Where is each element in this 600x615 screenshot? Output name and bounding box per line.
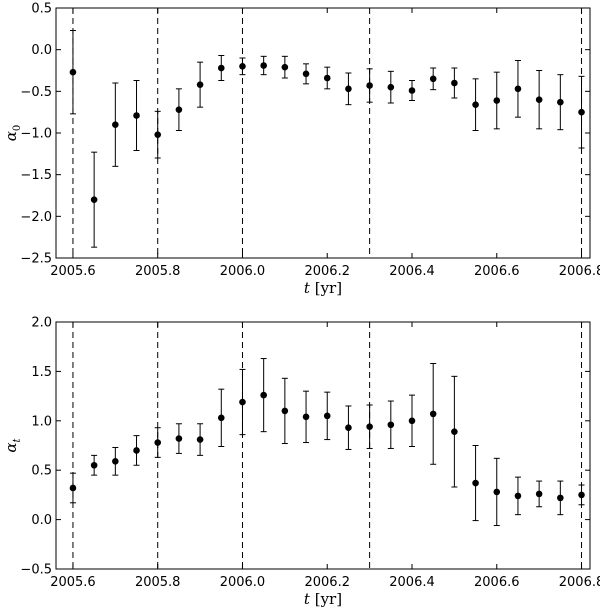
y-tick-label: −1.0 bbox=[20, 127, 52, 142]
data-point bbox=[387, 83, 395, 91]
data-point bbox=[175, 435, 183, 442]
data-point bbox=[217, 64, 225, 72]
y-axis-label: α0 bbox=[2, 125, 23, 142]
data-point bbox=[366, 82, 373, 89]
data-point bbox=[154, 439, 162, 446]
data-point bbox=[323, 74, 331, 82]
data-point bbox=[133, 112, 140, 119]
x-tick-label: 2005.6 bbox=[50, 264, 96, 279]
data-point bbox=[196, 81, 204, 88]
data-point bbox=[451, 428, 458, 435]
data-point bbox=[408, 87, 416, 94]
y-axis-symbol: α bbox=[2, 131, 20, 141]
data-point bbox=[387, 421, 395, 429]
y-tick-label: 1.5 bbox=[31, 365, 52, 380]
x-axis-label: t [yr] bbox=[304, 590, 342, 608]
data-point bbox=[239, 63, 246, 70]
data-point bbox=[578, 108, 585, 116]
data-point bbox=[535, 490, 543, 498]
x-tick-label: 2006.4 bbox=[389, 575, 435, 590]
y-axis-subscript: 0 bbox=[12, 125, 23, 131]
data-point bbox=[366, 423, 373, 431]
x-axis-symbol: t bbox=[304, 590, 311, 608]
data-point bbox=[281, 63, 289, 71]
data-point bbox=[514, 492, 522, 500]
x-tick-label: 2005.8 bbox=[135, 575, 181, 590]
plot-frame bbox=[55, 321, 591, 570]
y-axis-symbol: α bbox=[2, 442, 20, 452]
data-point bbox=[112, 121, 119, 128]
data-point bbox=[302, 413, 310, 421]
x-tick-label: 2006.0 bbox=[220, 264, 266, 279]
x-tick-label: 2006.2 bbox=[304, 264, 350, 279]
data-point bbox=[239, 398, 246, 406]
x-tick-label: 2005.8 bbox=[135, 264, 181, 279]
y-tick-label: −1.5 bbox=[20, 168, 52, 183]
plot-frame bbox=[55, 7, 591, 259]
y-tick-label: −0.5 bbox=[20, 563, 52, 578]
data-point bbox=[133, 447, 140, 454]
x-axis-label: t [yr] bbox=[304, 279, 342, 297]
data-point bbox=[578, 491, 585, 499]
y-axis-subscript: t bbox=[12, 437, 23, 442]
data-point bbox=[429, 410, 437, 418]
y-tick-label: 0.0 bbox=[31, 513, 52, 528]
data-point bbox=[323, 412, 331, 420]
data-point bbox=[493, 97, 501, 104]
x-tick-label: 2006.6 bbox=[474, 264, 520, 279]
x-axis-unit: [yr] bbox=[310, 590, 342, 608]
data-point bbox=[69, 484, 77, 492]
x-tick-label: 2005.6 bbox=[50, 575, 96, 590]
data-point bbox=[302, 70, 310, 78]
data-point bbox=[557, 494, 564, 502]
y-tick-label: −2.5 bbox=[20, 252, 52, 267]
data-point bbox=[429, 75, 437, 83]
data-point bbox=[514, 85, 522, 93]
y-tick-label: 0.0 bbox=[31, 43, 52, 58]
data-point bbox=[175, 106, 183, 113]
x-tick-label: 2006.0 bbox=[220, 575, 266, 590]
data-point bbox=[196, 436, 204, 443]
x-axis-unit: [yr] bbox=[310, 279, 342, 297]
data-point bbox=[90, 196, 98, 203]
data-point bbox=[451, 79, 458, 87]
data-point bbox=[154, 131, 162, 138]
data-point bbox=[345, 85, 352, 93]
data-point bbox=[281, 407, 289, 415]
y-tick-label: 1.0 bbox=[31, 414, 52, 429]
data-point bbox=[472, 101, 479, 108]
data-point bbox=[112, 458, 119, 465]
x-axis-symbol: t bbox=[304, 279, 311, 297]
data-point bbox=[557, 98, 564, 106]
y-tick-label: 0.5 bbox=[31, 464, 52, 479]
data-point bbox=[260, 62, 267, 69]
data-point bbox=[493, 488, 501, 496]
data-point bbox=[260, 391, 267, 399]
x-tick-label: 2006.8 bbox=[559, 264, 600, 279]
y-tick-label: 0.5 bbox=[31, 2, 52, 17]
x-tick-label: 2006.4 bbox=[389, 264, 435, 279]
chart-panel-1: 2005.6 2005.8 2006.0 2006.2 2006.4 2006.6 2006… bbox=[2, 2, 600, 298]
x-tick-label: 2006.6 bbox=[474, 575, 520, 590]
data-point bbox=[535, 96, 543, 103]
x-tick-label: 2006.2 bbox=[304, 575, 350, 590]
data-point bbox=[408, 417, 416, 425]
y-tick-label: −2.0 bbox=[20, 210, 52, 225]
y-tick-label: −0.5 bbox=[20, 85, 52, 100]
y-tick-label: 2.0 bbox=[31, 316, 52, 331]
chart-panel-2: 2005.6 2005.8 2006.0 2006.2 2006.4 2006.6 2006… bbox=[2, 316, 600, 609]
data-point bbox=[217, 414, 225, 422]
data-point bbox=[472, 479, 479, 487]
x-tick-label: 2006.8 bbox=[559, 575, 600, 590]
data-point bbox=[345, 424, 352, 432]
data-point bbox=[90, 461, 98, 469]
data-point bbox=[69, 68, 77, 76]
y-axis-label: αt bbox=[2, 437, 23, 452]
